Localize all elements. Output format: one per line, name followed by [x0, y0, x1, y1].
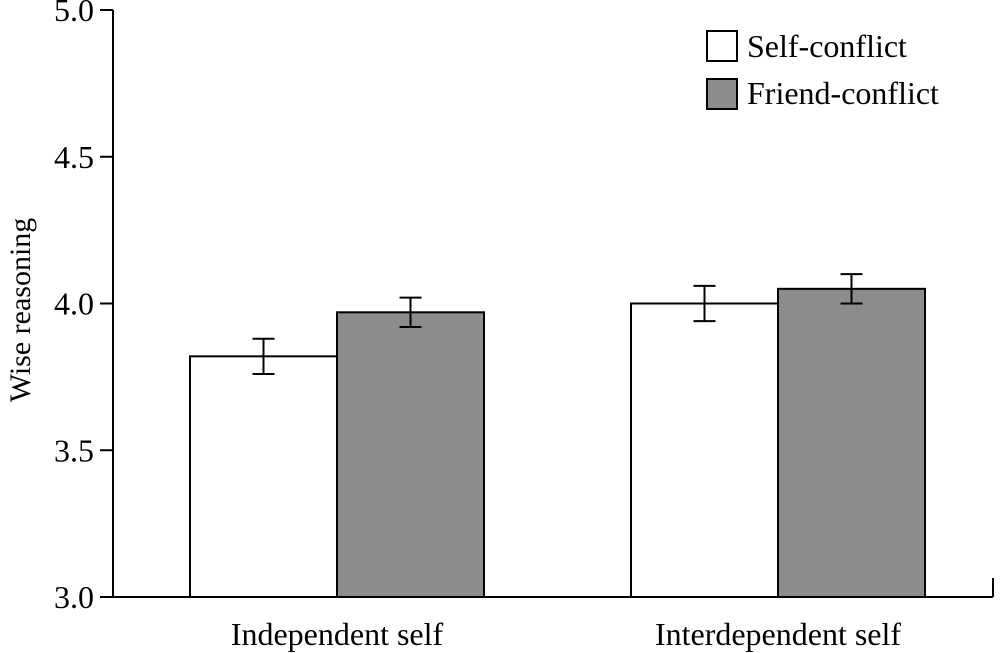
- y-tick-label: 5.0: [54, 0, 94, 28]
- bars: [189, 287, 926, 598]
- error-bars: [252, 273, 863, 375]
- x-tick-label-interdependent-self: Interdependent self: [655, 616, 901, 652]
- bar-self-conflict-independent-self: [189, 355, 338, 598]
- bar-friend-conflict-independent-self: [336, 311, 485, 598]
- y-tick-label: 3.0: [54, 579, 94, 615]
- legend-swatch-self-conflict: [706, 30, 738, 62]
- y-axis-title: Wise reasoning: [4, 218, 37, 403]
- legend: Self-conflict Friend-conflict: [706, 28, 939, 111]
- bar-self-conflict-interdependent-self: [630, 302, 779, 598]
- legend-label-self-conflict: Self-conflict: [747, 28, 907, 64]
- bar-friend-conflict-interdependent-self: [777, 287, 926, 598]
- y-tick-label: 4.5: [54, 139, 94, 175]
- y-tick-label: 3.5: [54, 432, 94, 468]
- x-tick-label-independent-self: Independent self: [231, 616, 444, 652]
- legend-swatch-friend-conflict: [706, 78, 738, 110]
- legend-label-friend-conflict: Friend-conflict: [747, 75, 939, 111]
- y-ticks: 3.0 3.5 4.0 4.5 5.0: [54, 0, 113, 615]
- y-tick-label: 4.0: [54, 286, 94, 322]
- x-tick-labels: Independent self Interdependent self: [231, 616, 902, 652]
